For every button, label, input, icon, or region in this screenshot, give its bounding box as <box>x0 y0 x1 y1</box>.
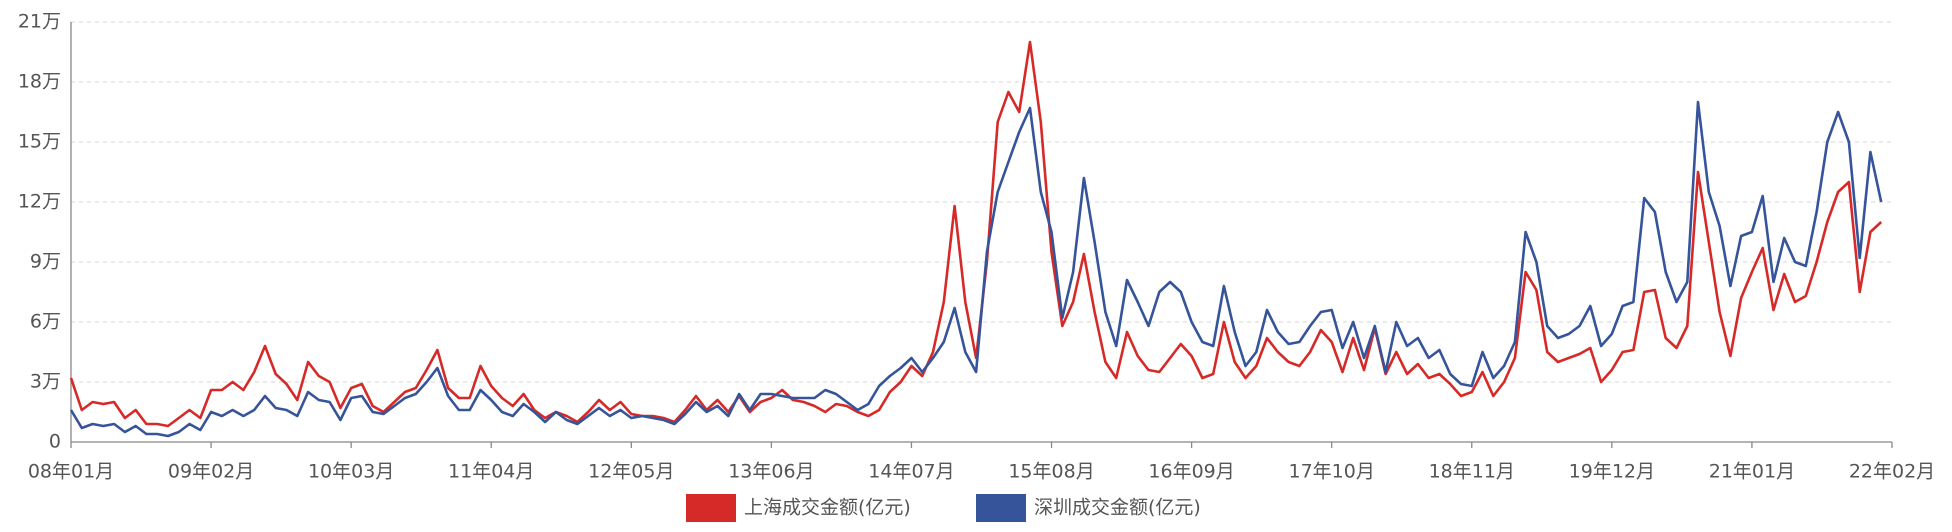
x-tick-label: 12年05月 <box>588 461 674 483</box>
legend-swatch <box>686 494 736 522</box>
legend-label: 深圳成交金额(亿元) <box>1034 497 1201 519</box>
series-line <box>69 100 1883 438</box>
x-tick-label: 17年10月 <box>1289 461 1375 483</box>
x-tick-label: 10年03月 <box>308 461 394 483</box>
legend-swatch <box>976 494 1026 522</box>
x-tick-label: 09年02月 <box>168 461 254 483</box>
y-tick-label: 9万 <box>30 251 61 273</box>
y-tick-label: 18万 <box>18 71 61 93</box>
x-tick-label: 21年01月 <box>1709 461 1795 483</box>
x-tick-label: 19年12月 <box>1569 461 1655 483</box>
x-tick-label: 13年06月 <box>728 461 814 483</box>
x-tick-label: 15年08月 <box>1008 461 1094 483</box>
x-tick-label: 11年04月 <box>448 461 534 483</box>
y-tick-label: 3万 <box>30 371 61 393</box>
x-tick-label: 22年02月 <box>1849 461 1935 483</box>
y-tick-label: 21万 <box>18 11 61 33</box>
legend-label: 上海成交金额(亿元) <box>744 497 911 519</box>
x-tick-label: 16年09月 <box>1148 461 1234 483</box>
y-tick-label: 6万 <box>30 311 61 333</box>
y-tick-label: 12万 <box>18 191 61 213</box>
x-tick-label: 14年07月 <box>868 461 954 483</box>
x-tick-label: 08年01月 <box>28 461 114 483</box>
y-tick-label: 0 <box>49 431 61 453</box>
x-tick-label: 18年11月 <box>1429 461 1515 483</box>
y-tick-label: 15万 <box>18 131 61 153</box>
